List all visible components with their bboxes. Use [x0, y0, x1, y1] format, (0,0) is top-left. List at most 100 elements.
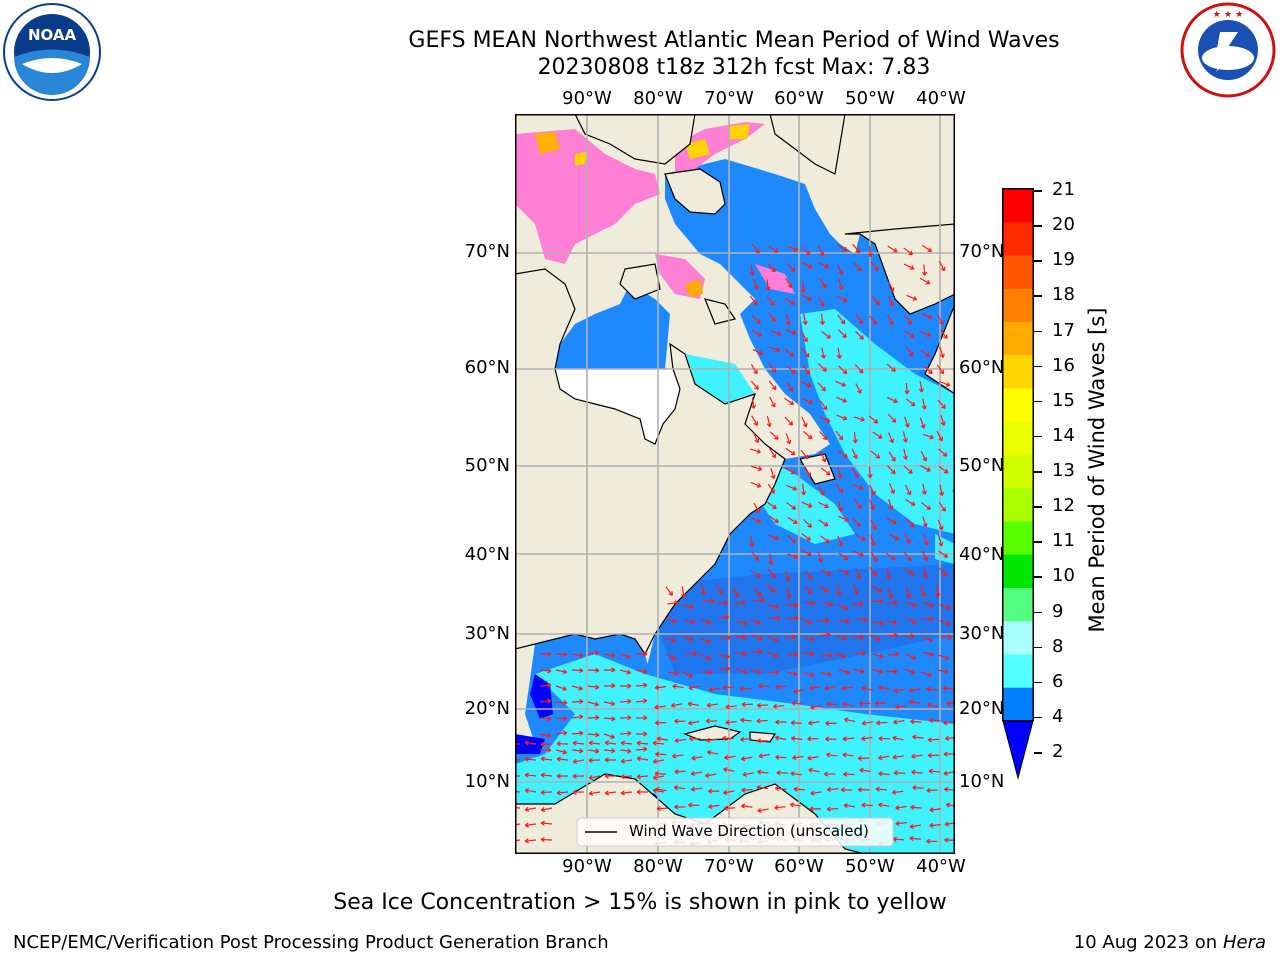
wind-arrow [852, 634, 864, 641]
colorbar-extend-triangle [1002, 720, 1034, 780]
wind-arrow [539, 733, 552, 739]
colorbar-tick-mark [1034, 260, 1042, 262]
wind-arrow [893, 770, 906, 776]
wind-arrow [920, 450, 928, 462]
wind-arrow [802, 365, 811, 375]
wind-arrow [741, 701, 753, 707]
wind-arrow [921, 244, 932, 252]
wind-arrow [749, 448, 761, 454]
wind-arrow [690, 770, 703, 777]
wind-arrow [719, 635, 732, 641]
wind-arrow [716, 584, 723, 595]
wind-arrow [892, 735, 904, 741]
wind-arrow [837, 535, 844, 547]
wind-arrow [680, 586, 687, 598]
wind-arrow [770, 467, 776, 480]
wind-arrow [912, 785, 924, 791]
lat-label-left: 40°N [464, 544, 510, 565]
wind-arrow [775, 684, 787, 690]
wind-arrow [817, 262, 829, 269]
wind-arrow [635, 715, 648, 721]
footer-machine: Hera [1222, 932, 1266, 953]
wind-arrow [888, 281, 895, 292]
colorbar-swatch [1003, 588, 1033, 622]
wind-arrow [785, 433, 792, 445]
wind-arrow [742, 771, 754, 777]
wind-arrow [838, 365, 848, 375]
wind-arrow [938, 535, 944, 547]
wind-arrow [665, 637, 677, 643]
wind-arrow [555, 669, 568, 675]
wind-arrow [572, 773, 585, 779]
wind-arrow [936, 430, 943, 442]
colorbar-tick-label: 10 [1052, 565, 1075, 587]
wind-arrow [571, 698, 584, 705]
wind-arrow [774, 805, 786, 811]
wind-arrow [539, 668, 552, 674]
wind-arrow [938, 654, 950, 661]
wind-arrow [886, 517, 897, 525]
wind-arrow [818, 501, 829, 509]
lat-label-right: 30°N [959, 623, 1005, 644]
wind-arrow [887, 651, 900, 657]
wind-arrow [887, 314, 894, 326]
wind-arrow [887, 413, 897, 423]
wind-arrow [801, 533, 811, 541]
wind-arrow [587, 650, 600, 656]
wind-arrow [820, 467, 831, 476]
wind-arrow [902, 431, 908, 443]
wind-arrow [588, 775, 601, 781]
wind-arrow [878, 735, 890, 742]
wind-arrow [826, 701, 838, 707]
wind-arrow [766, 501, 777, 510]
wind-arrow [736, 620, 748, 626]
colorbar-swatch [1003, 288, 1033, 323]
wind-arrow [888, 451, 896, 462]
wind-arrow [870, 519, 877, 530]
wind-arrow [654, 704, 666, 710]
wind-arrow [878, 771, 890, 777]
wind-arrow [869, 499, 876, 511]
wind-arrow [878, 685, 890, 691]
wind-arrow [838, 552, 849, 561]
wind-arrow [787, 516, 798, 524]
wind-arrow [555, 685, 567, 691]
wind-arrow [859, 767, 871, 773]
wind-arrow [740, 717, 752, 723]
wind-arrow [919, 277, 931, 285]
wind-arrow [801, 246, 811, 256]
lon-label-top: 90°W [562, 88, 612, 109]
wind-arrow [854, 650, 866, 656]
wind-arrow [603, 701, 616, 707]
wind-arrow [787, 534, 797, 544]
wind-arrow [555, 730, 568, 736]
wind-arrow [766, 415, 772, 428]
wind-arrow [853, 416, 865, 422]
wind-arrow [751, 244, 760, 254]
wind-arrow [861, 686, 873, 692]
wind-arrow [937, 669, 949, 675]
wind-arrow [636, 789, 649, 795]
wind-arrow [935, 585, 941, 598]
wind-arrow [853, 550, 864, 557]
wind-arrow [776, 770, 788, 776]
wind-arrow [893, 719, 905, 725]
wind-arrow [739, 686, 752, 692]
wind-arrow [636, 774, 649, 780]
wind-arrow [515, 839, 521, 842]
wind-arrow [876, 720, 888, 726]
wind-arrow [919, 417, 926, 429]
wind-arrow [673, 785, 686, 791]
wind-arrow [834, 653, 847, 659]
wind-arrow [758, 683, 770, 689]
wind-arrow [852, 668, 865, 674]
map-frame [515, 114, 955, 854]
colorbar-tick-label: 18 [1052, 284, 1075, 306]
wind-arrow [793, 786, 805, 792]
wind-arrow [792, 755, 804, 761]
wind-arrow [786, 587, 792, 599]
wind-arrow [793, 688, 805, 694]
wind-arrow [790, 771, 802, 777]
wind-arrow [905, 518, 915, 528]
wind-arrow [837, 603, 848, 610]
